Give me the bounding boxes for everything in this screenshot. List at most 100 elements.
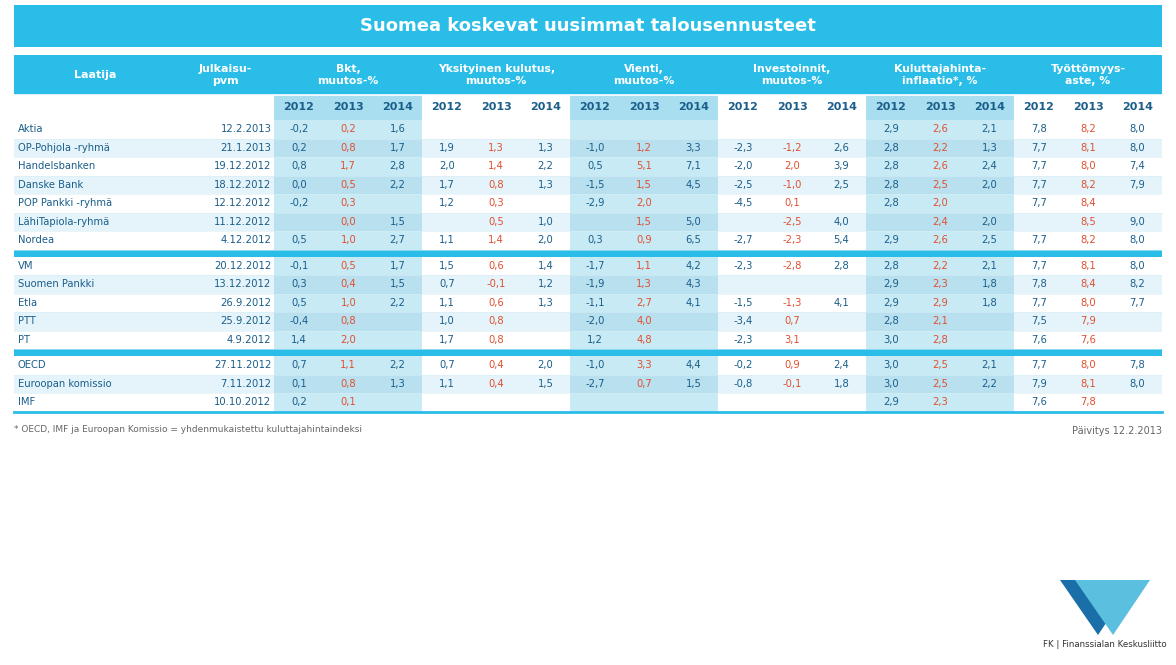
Bar <box>866 331 1014 349</box>
Text: 2014: 2014 <box>530 102 561 112</box>
Bar <box>274 374 422 393</box>
Text: -2,8: -2,8 <box>782 261 802 271</box>
Text: -0,8: -0,8 <box>733 379 753 389</box>
Text: 2,5: 2,5 <box>834 180 849 190</box>
Text: -2,5: -2,5 <box>782 217 802 227</box>
Text: OECD: OECD <box>18 360 47 370</box>
Bar <box>14 47 1162 51</box>
Text: -3,4: -3,4 <box>733 317 753 327</box>
Text: Handelsbanken: Handelsbanken <box>18 161 95 172</box>
Bar <box>866 95 1014 120</box>
Text: 8,0: 8,0 <box>1129 235 1145 245</box>
Text: 0,3: 0,3 <box>488 198 505 208</box>
Text: 1,9: 1,9 <box>439 143 455 153</box>
Text: 8,4: 8,4 <box>1081 198 1096 208</box>
Text: 7,8: 7,8 <box>1031 279 1047 289</box>
Text: Danske Bank: Danske Bank <box>18 180 83 190</box>
Text: 1,0: 1,0 <box>340 298 356 308</box>
Text: PTT: PTT <box>18 317 36 327</box>
Text: Päivitys 12.2.2013: Päivitys 12.2.2013 <box>1073 426 1162 436</box>
Text: 0,7: 0,7 <box>784 317 800 327</box>
Text: 7,7: 7,7 <box>1031 235 1047 245</box>
Text: 1,8: 1,8 <box>982 279 997 289</box>
Text: 7,9: 7,9 <box>1080 317 1096 327</box>
Text: 1,2: 1,2 <box>537 279 554 289</box>
Text: 2,5: 2,5 <box>933 379 948 389</box>
Text: 27.11.2012: 27.11.2012 <box>214 360 272 370</box>
Text: 8,0: 8,0 <box>1129 379 1145 389</box>
Text: 8,2: 8,2 <box>1080 124 1096 134</box>
Bar <box>14 5 1162 47</box>
Text: 2,0: 2,0 <box>933 198 948 208</box>
Bar <box>274 213 422 231</box>
Text: 1,3: 1,3 <box>982 143 997 153</box>
Bar <box>274 194 422 213</box>
Bar <box>570 312 719 331</box>
Text: 1,1: 1,1 <box>439 298 455 308</box>
Text: -1,7: -1,7 <box>586 261 604 271</box>
Text: 7,8: 7,8 <box>1080 397 1096 407</box>
Text: 0,5: 0,5 <box>340 261 356 271</box>
Text: 1,4: 1,4 <box>292 334 307 344</box>
Text: 2,2: 2,2 <box>933 261 948 271</box>
Text: 0,3: 0,3 <box>587 235 602 245</box>
Text: 2,3: 2,3 <box>933 397 948 407</box>
Bar <box>570 356 719 374</box>
Text: 0,3: 0,3 <box>292 279 307 289</box>
Text: 2,8: 2,8 <box>834 261 849 271</box>
Bar <box>866 312 1014 331</box>
Text: 7,7: 7,7 <box>1031 360 1047 370</box>
Text: 2,9: 2,9 <box>883 298 898 308</box>
Text: VM: VM <box>18 261 33 271</box>
Text: 1,7: 1,7 <box>340 161 356 172</box>
Text: 2014: 2014 <box>826 102 857 112</box>
Bar <box>274 120 422 138</box>
Bar <box>14 194 1162 213</box>
Text: -2,0: -2,0 <box>733 161 753 172</box>
Text: 2,5: 2,5 <box>982 235 997 245</box>
Text: 2,8: 2,8 <box>883 198 898 208</box>
Text: 2,1: 2,1 <box>982 360 997 370</box>
Text: 2,7: 2,7 <box>636 298 653 308</box>
Bar <box>274 176 422 194</box>
Text: 3,3: 3,3 <box>686 143 701 153</box>
Text: 0,8: 0,8 <box>292 161 307 172</box>
Text: 12.12.2012: 12.12.2012 <box>214 198 272 208</box>
Text: 2,1: 2,1 <box>982 124 997 134</box>
Bar <box>866 293 1014 312</box>
Text: 7,8: 7,8 <box>1031 124 1047 134</box>
Text: -2,3: -2,3 <box>782 235 802 245</box>
Text: 4,4: 4,4 <box>686 360 701 370</box>
Text: 1,1: 1,1 <box>439 235 455 245</box>
Text: 2,1: 2,1 <box>982 261 997 271</box>
Text: 1,5: 1,5 <box>636 217 653 227</box>
Bar <box>570 138 719 157</box>
Text: 10.10.2012: 10.10.2012 <box>214 397 272 407</box>
Bar <box>866 231 1014 249</box>
Text: -0,1: -0,1 <box>782 379 802 389</box>
Text: 2,2: 2,2 <box>389 298 406 308</box>
Text: 1,3: 1,3 <box>636 279 652 289</box>
Bar <box>570 374 719 393</box>
Text: 2,0: 2,0 <box>982 180 997 190</box>
Bar <box>14 331 1162 349</box>
Text: 2,2: 2,2 <box>982 379 997 389</box>
Text: -1,5: -1,5 <box>586 180 604 190</box>
Text: 2,4: 2,4 <box>834 360 849 370</box>
Text: 4,5: 4,5 <box>686 180 701 190</box>
Text: 2,8: 2,8 <box>389 161 406 172</box>
Text: 8,0: 8,0 <box>1081 298 1096 308</box>
Text: 2,5: 2,5 <box>933 180 948 190</box>
Text: 1,1: 1,1 <box>340 360 356 370</box>
Text: 3,0: 3,0 <box>883 360 898 370</box>
Text: 7,7: 7,7 <box>1031 198 1047 208</box>
Text: 8,4: 8,4 <box>1081 279 1096 289</box>
Text: 1,3: 1,3 <box>389 379 406 389</box>
Text: 12.2.2013: 12.2.2013 <box>220 124 272 134</box>
Text: PT: PT <box>18 334 31 344</box>
Text: 0,8: 0,8 <box>488 334 505 344</box>
Text: 2,0: 2,0 <box>537 360 554 370</box>
Text: 7,1: 7,1 <box>686 161 701 172</box>
Bar <box>570 95 719 120</box>
Text: -1,1: -1,1 <box>586 298 604 308</box>
